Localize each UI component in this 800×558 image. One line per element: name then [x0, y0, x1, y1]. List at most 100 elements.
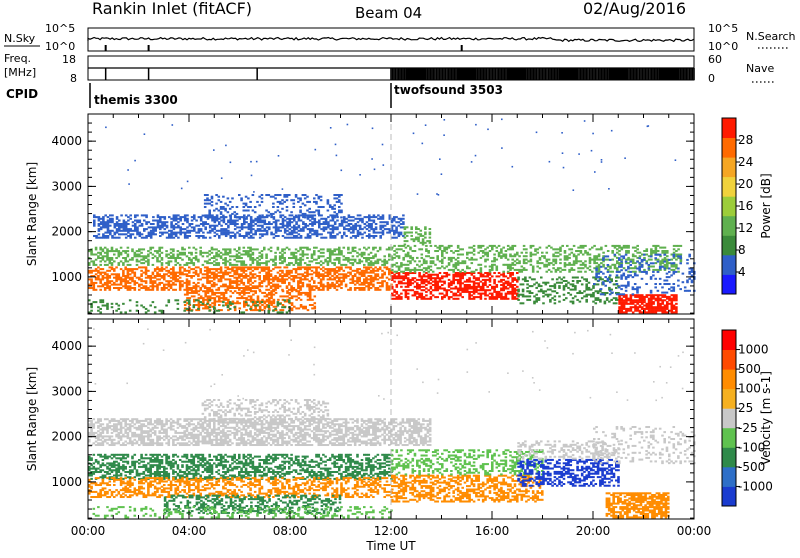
power-cell — [250, 290, 253, 292]
power-cell — [496, 294, 499, 296]
power-cell — [290, 199, 293, 201]
power-cell — [493, 279, 496, 281]
power-cell — [388, 278, 391, 280]
power-cell — [313, 211, 316, 213]
power-cell — [333, 272, 336, 274]
power-cell — [182, 232, 185, 234]
power-cell — [468, 267, 471, 269]
power-cell — [580, 260, 583, 262]
power-cell — [111, 235, 114, 237]
power-cell — [535, 282, 538, 284]
power-cell — [461, 296, 464, 298]
power-cell — [559, 259, 562, 261]
power-cell — [263, 247, 266, 249]
power-cell — [364, 223, 367, 225]
power-cell — [274, 194, 277, 196]
power-cell — [554, 295, 557, 297]
power-cell — [139, 232, 142, 234]
power-cell — [220, 272, 223, 274]
power-cell — [314, 306, 317, 308]
power-cell — [386, 223, 389, 225]
power-cell — [211, 214, 214, 216]
power-cell — [584, 245, 587, 247]
power-cell — [236, 297, 239, 299]
power-cell — [290, 275, 293, 277]
power-cell — [238, 280, 241, 282]
power-cell — [93, 235, 96, 237]
power-cell — [388, 254, 391, 256]
power-cell — [220, 252, 223, 254]
power-cell — [202, 235, 205, 237]
power-cell — [375, 232, 378, 234]
power-cell — [574, 285, 577, 287]
power-cell — [311, 255, 314, 257]
power-cell — [183, 282, 186, 284]
power-cell — [320, 223, 323, 225]
power-cell — [145, 272, 148, 274]
power-cell — [127, 254, 130, 256]
power-cell — [249, 255, 252, 257]
power-cell — [580, 271, 583, 273]
power-cell — [632, 301, 635, 303]
power-cell — [261, 201, 264, 203]
power-cell — [349, 262, 352, 264]
power-cell — [475, 286, 478, 288]
power-cell — [511, 277, 514, 279]
power-cell — [354, 250, 357, 252]
power-cell — [220, 208, 223, 210]
power-cell — [313, 280, 316, 282]
power-cell — [357, 221, 360, 223]
power-cell — [514, 284, 517, 286]
power-cell — [286, 230, 289, 232]
power-cell — [659, 262, 662, 264]
power-cell — [189, 292, 192, 294]
power-cell — [111, 284, 114, 286]
power-cell — [106, 303, 109, 305]
power-cell — [320, 260, 323, 262]
power-cell — [551, 285, 554, 287]
power-cell — [432, 274, 435, 276]
power-cell — [471, 271, 474, 273]
power-cell — [179, 264, 182, 266]
power-cell — [333, 248, 336, 250]
power-cell — [468, 284, 471, 286]
power-cell — [334, 235, 337, 237]
power-cell — [306, 257, 309, 259]
power-cell — [336, 194, 339, 196]
power-cell — [295, 275, 298, 277]
power-cell — [264, 220, 267, 222]
power-cell — [652, 269, 655, 271]
power-cell — [299, 285, 302, 287]
power-cell — [111, 306, 114, 308]
power-cell — [218, 254, 221, 256]
power-cell — [213, 306, 216, 308]
power-cell — [161, 216, 164, 218]
power-cell — [188, 270, 191, 272]
power-cell — [372, 280, 375, 282]
power-cell — [259, 237, 262, 239]
power-cell — [311, 254, 314, 256]
power-cell — [122, 270, 125, 272]
power-cell — [540, 289, 543, 291]
power-cell — [572, 283, 575, 285]
power-cell — [370, 257, 373, 259]
power-cell — [143, 220, 146, 222]
power-cell — [338, 210, 341, 212]
power-cell — [516, 269, 519, 271]
power-cell — [227, 248, 230, 250]
power-cell — [209, 290, 212, 292]
power-cell — [363, 247, 366, 249]
power-cell — [154, 226, 157, 228]
power-cell — [239, 230, 242, 232]
power-cell — [400, 262, 403, 264]
power-cell — [405, 272, 408, 274]
power-cell — [383, 264, 386, 266]
power-cell — [418, 284, 421, 286]
power-cell — [320, 196, 323, 198]
power-cell — [530, 259, 533, 261]
power-cell — [289, 232, 292, 234]
power-cell — [198, 290, 201, 292]
power-cell — [138, 284, 141, 286]
power-cell — [195, 252, 198, 254]
power-cell — [607, 269, 610, 271]
